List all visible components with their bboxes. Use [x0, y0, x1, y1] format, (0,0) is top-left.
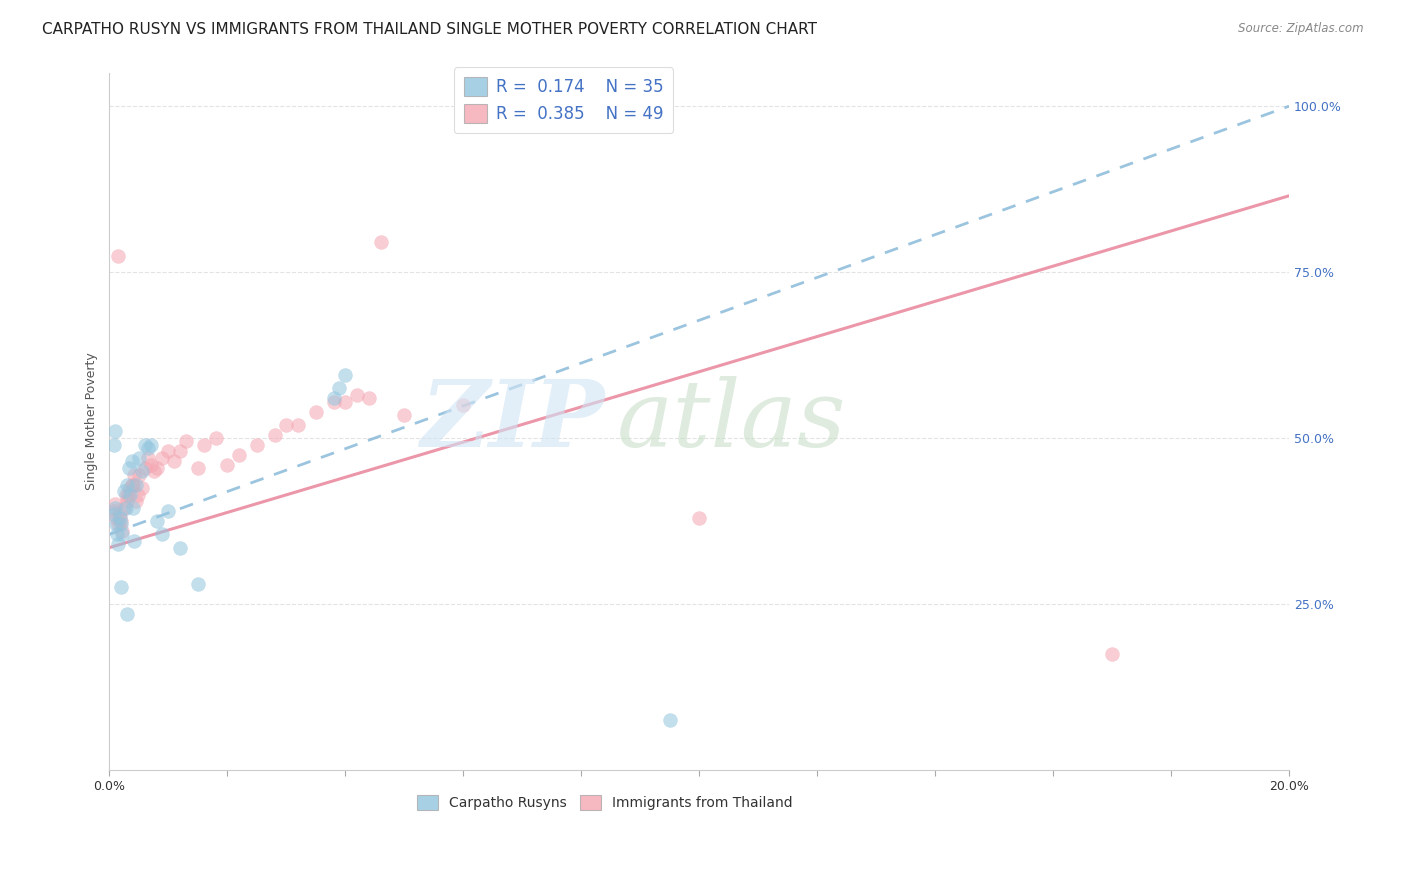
Point: [115, 500, 138, 515]
Point: [118, 481, 141, 495]
Point: [305, 404, 328, 418]
Point: [688, 510, 710, 524]
Point: [134, 461, 156, 475]
Point: [118, 487, 141, 501]
Point: [103, 438, 125, 452]
Point: [204, 431, 226, 445]
Point: [136, 441, 159, 455]
Point: [346, 388, 368, 402]
Point: [104, 498, 127, 512]
Text: atlas: atlas: [617, 376, 846, 467]
Point: [112, 500, 135, 515]
Point: [174, 434, 197, 449]
Point: [131, 481, 153, 495]
Point: [1101, 647, 1123, 661]
Point: [121, 477, 143, 491]
Point: [370, 235, 392, 250]
Point: [142, 464, 165, 478]
Point: [110, 581, 132, 595]
Point: [157, 504, 180, 518]
Point: [105, 527, 128, 541]
Point: [322, 394, 344, 409]
Point: [103, 508, 125, 522]
Point: [122, 477, 145, 491]
Point: [105, 517, 128, 532]
Point: [145, 514, 167, 528]
Point: [122, 500, 145, 515]
Point: [121, 454, 143, 468]
Point: [228, 448, 250, 462]
Point: [128, 450, 150, 465]
Text: Source: ZipAtlas.com: Source: ZipAtlas.com: [1239, 22, 1364, 36]
Point: [276, 417, 298, 432]
Point: [108, 508, 131, 522]
Point: [104, 425, 127, 439]
Point: [107, 517, 129, 532]
Point: [246, 438, 269, 452]
Point: [453, 398, 475, 412]
Point: [115, 607, 138, 621]
Point: [128, 467, 150, 482]
Point: [193, 438, 215, 452]
Point: [139, 458, 162, 472]
Point: [112, 484, 135, 499]
Point: [322, 391, 344, 405]
Point: [217, 458, 239, 472]
Point: [169, 541, 191, 555]
Point: [328, 381, 350, 395]
Point: [335, 368, 357, 382]
Point: [118, 461, 141, 475]
Point: [115, 494, 138, 508]
Point: [136, 450, 159, 465]
Point: [122, 533, 145, 548]
Point: [157, 444, 180, 458]
Legend: Carpatho Rusyns, Immigrants from Thailand: Carpatho Rusyns, Immigrants from Thailan…: [411, 789, 799, 815]
Point: [104, 500, 127, 515]
Point: [125, 494, 148, 508]
Point: [187, 461, 209, 475]
Point: [127, 487, 149, 501]
Point: [115, 477, 138, 491]
Point: [105, 510, 128, 524]
Point: [152, 527, 174, 541]
Text: ZIP: ZIP: [420, 376, 605, 467]
Text: CARPATHO RUSYN VS IMMIGRANTS FROM THAILAND SINGLE MOTHER POVERTY CORRELATION CHA: CARPATHO RUSYN VS IMMIGRANTS FROM THAILA…: [42, 22, 817, 37]
Point: [117, 487, 139, 501]
Point: [107, 537, 129, 551]
Point: [163, 454, 186, 468]
Point: [263, 427, 285, 442]
Point: [110, 517, 132, 532]
Point: [287, 417, 309, 432]
Point: [107, 248, 129, 262]
Point: [139, 438, 162, 452]
Point: [187, 577, 209, 591]
Point: [658, 713, 681, 727]
Point: [145, 461, 167, 475]
Point: [110, 514, 132, 528]
Point: [131, 464, 153, 478]
Point: [169, 444, 191, 458]
Point: [103, 504, 125, 518]
Point: [335, 394, 357, 409]
Point: [394, 408, 416, 422]
Point: [108, 510, 131, 524]
Point: [115, 487, 138, 501]
Point: [357, 391, 380, 405]
Point: [111, 524, 134, 538]
Point: [134, 438, 156, 452]
Point: [152, 450, 174, 465]
Point: [122, 467, 145, 482]
Point: [125, 477, 148, 491]
Point: [111, 527, 134, 541]
Y-axis label: Single Mother Poverty: Single Mother Poverty: [86, 352, 98, 491]
